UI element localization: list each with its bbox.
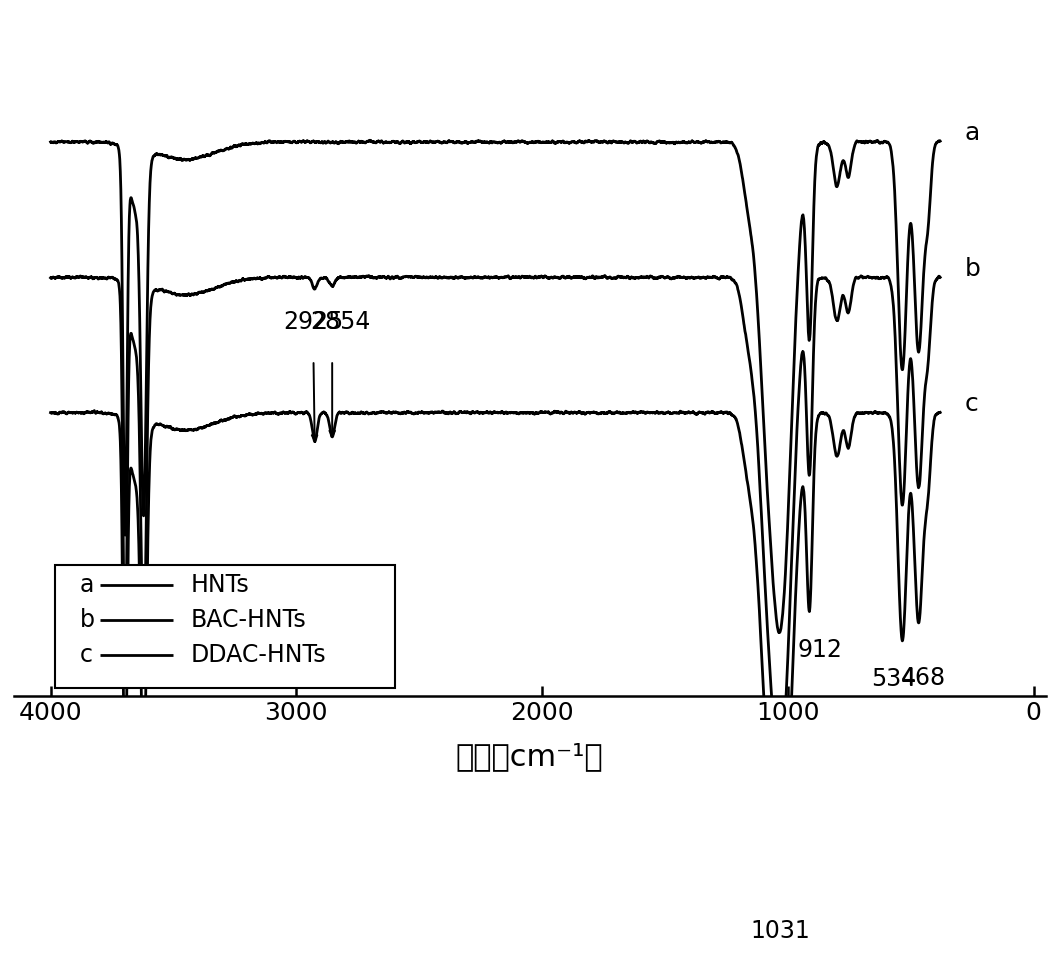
Text: DDAC-HNTs: DDAC-HNTs <box>190 643 327 667</box>
Text: 2925: 2925 <box>283 310 344 334</box>
Text: c: c <box>80 643 93 667</box>
Text: 3697: 3697 <box>95 578 155 603</box>
Text: 534: 534 <box>871 667 916 691</box>
Text: b: b <box>80 608 95 632</box>
Bar <box>55 566 394 687</box>
Text: 3621: 3621 <box>122 578 181 603</box>
Text: c: c <box>965 392 979 416</box>
X-axis label: 波数（cm⁻¹）: 波数（cm⁻¹） <box>456 742 604 771</box>
Text: 1031: 1031 <box>750 918 810 943</box>
Text: 2854: 2854 <box>311 310 371 334</box>
Text: a: a <box>965 121 980 145</box>
Text: 468: 468 <box>901 666 946 690</box>
Text: a: a <box>80 573 94 597</box>
Text: BAC-HNTs: BAC-HNTs <box>190 608 307 632</box>
Text: b: b <box>965 256 981 281</box>
Text: 912: 912 <box>798 638 842 662</box>
Text: HNTs: HNTs <box>190 573 249 597</box>
